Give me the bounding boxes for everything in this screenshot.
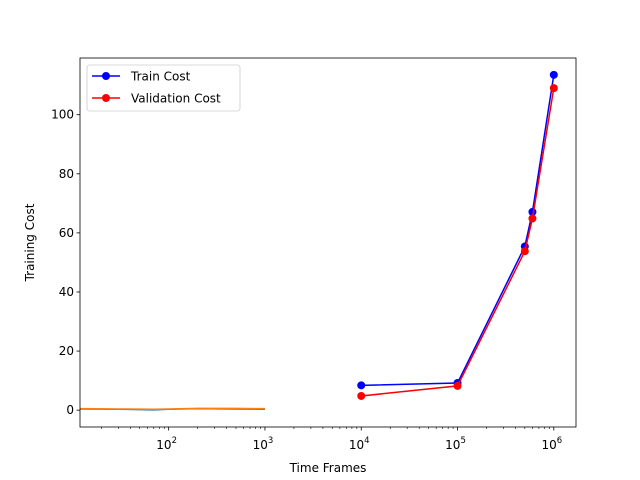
train-cost-point xyxy=(357,381,366,390)
y-tick-label: 40 xyxy=(59,285,74,299)
y-axis-label: Training Cost xyxy=(23,203,37,282)
axes-ticks: 0 20 40 60 80 100 102 103 104 105 106 xyxy=(51,108,562,452)
x-tick-label: 106 xyxy=(541,436,562,452)
y-tick-label: 100 xyxy=(51,108,74,122)
legend-box xyxy=(86,64,241,112)
x-tick-label: 105 xyxy=(445,436,466,452)
legend: Train Cost Validation Cost xyxy=(86,64,241,112)
x-axis-label: Time Frames xyxy=(289,461,367,475)
validation-cost-point xyxy=(520,247,529,256)
validation-cost-point xyxy=(453,381,462,390)
legend-marker-train-cost xyxy=(102,72,110,80)
train-cost-point xyxy=(549,70,558,79)
series-4-line xyxy=(80,407,265,411)
y-tick-label: 80 xyxy=(59,167,74,181)
validation-cost-point xyxy=(528,214,537,223)
y-tick-label: 60 xyxy=(59,226,74,240)
y-tick-label: 20 xyxy=(59,344,74,358)
plot-area xyxy=(80,70,558,411)
series-group xyxy=(80,70,558,411)
legend-label-validation-cost: Validation Cost xyxy=(131,92,221,106)
plot-frame xyxy=(79,57,577,428)
x-tick-label: 102 xyxy=(156,436,177,452)
legend-label-train-cost: Train Cost xyxy=(130,70,191,84)
x-tick-label: 103 xyxy=(253,436,274,452)
x-tick-label: 104 xyxy=(349,436,370,452)
validation-cost-point xyxy=(549,84,558,93)
y-tick-label: 0 xyxy=(66,403,74,417)
legend-marker-validation-cost xyxy=(102,94,110,102)
validation-cost-point xyxy=(357,391,366,400)
